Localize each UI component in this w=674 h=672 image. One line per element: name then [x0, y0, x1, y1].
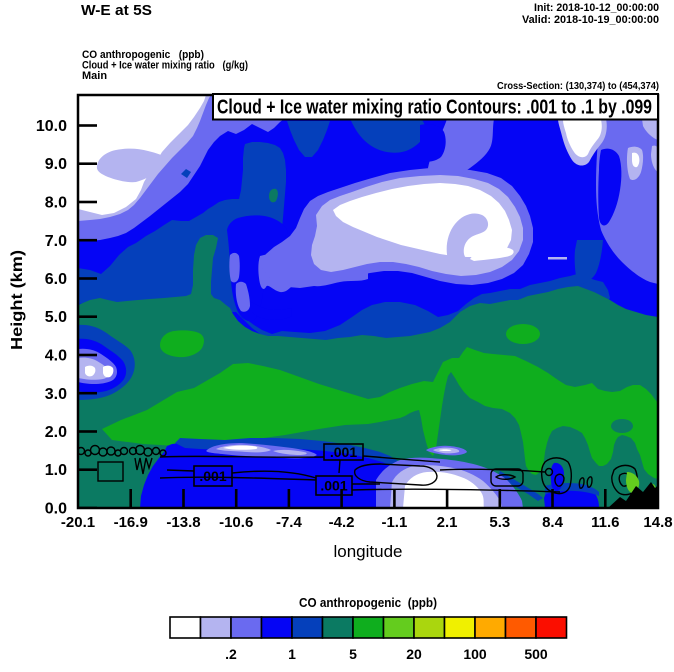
svg-text:Height (km): Height (km)	[9, 250, 26, 350]
svg-text:7.0: 7.0	[45, 233, 67, 250]
svg-text:Main: Main	[82, 70, 107, 82]
svg-text:1: 1	[288, 646, 296, 662]
svg-text:8.0: 8.0	[45, 195, 67, 212]
svg-text:20: 20	[406, 646, 422, 662]
svg-text:5.0: 5.0	[45, 309, 67, 326]
svg-text:2.0: 2.0	[45, 424, 67, 441]
svg-text:3.0: 3.0	[45, 386, 67, 403]
svg-text:Init: 2018-10-12_00:00:00: Init: 2018-10-12_00:00:00	[534, 2, 659, 14]
svg-text:.001: .001	[199, 468, 226, 484]
svg-text:4.0: 4.0	[45, 348, 67, 365]
svg-text:6.0: 6.0	[45, 271, 67, 288]
svg-text:8.4: 8.4	[542, 514, 564, 531]
svg-text:500: 500	[524, 646, 548, 662]
svg-text:.001: .001	[320, 478, 347, 494]
svg-text:-1.1: -1.1	[381, 514, 407, 531]
svg-text:-16.9: -16.9	[114, 514, 148, 531]
svg-text:5: 5	[349, 646, 357, 662]
svg-text:Valid: 2018-10-19_00:00:00: Valid: 2018-10-19_00:00:00	[522, 14, 659, 26]
svg-text:1.0: 1.0	[45, 462, 67, 479]
svg-text:Cloud + Ice water mixing ratio: Cloud + Ice water mixing ratio (g/kg)	[82, 60, 248, 72]
svg-text:CO anthropogenic (ppb): CO anthropogenic (ppb)	[299, 596, 437, 610]
svg-text:100: 100	[463, 646, 487, 662]
svg-text:5.3: 5.3	[489, 514, 510, 531]
svg-text:longitude: longitude	[333, 542, 402, 561]
svg-text:-10.6: -10.6	[219, 514, 253, 531]
svg-text:.2: .2	[225, 646, 237, 662]
svg-text:14.8: 14.8	[643, 514, 672, 531]
svg-text:0.0: 0.0	[45, 501, 67, 518]
svg-text:Cloud + Ice water mixing ratio: Cloud + Ice water mixing ratio Contours:…	[217, 97, 652, 119]
svg-text:-7.4: -7.4	[276, 514, 303, 531]
svg-text:-20.1: -20.1	[61, 514, 95, 531]
svg-text:10.0: 10.0	[36, 118, 67, 135]
svg-text:Cross-Section: (130,374) to (4: Cross-Section: (130,374) to (454,374)	[497, 81, 659, 92]
svg-text:9.0: 9.0	[45, 156, 67, 173]
svg-text:11.6: 11.6	[591, 514, 619, 531]
svg-text:W-E at 5S: W-E at 5S	[81, 2, 152, 19]
svg-text:-4.2: -4.2	[329, 514, 355, 531]
svg-text:-13.8: -13.8	[166, 514, 200, 531]
svg-text:CO anthropogenic (ppb): CO anthropogenic (ppb)	[82, 49, 204, 61]
svg-text:2.1: 2.1	[437, 514, 458, 531]
svg-text:.001: .001	[330, 444, 357, 460]
